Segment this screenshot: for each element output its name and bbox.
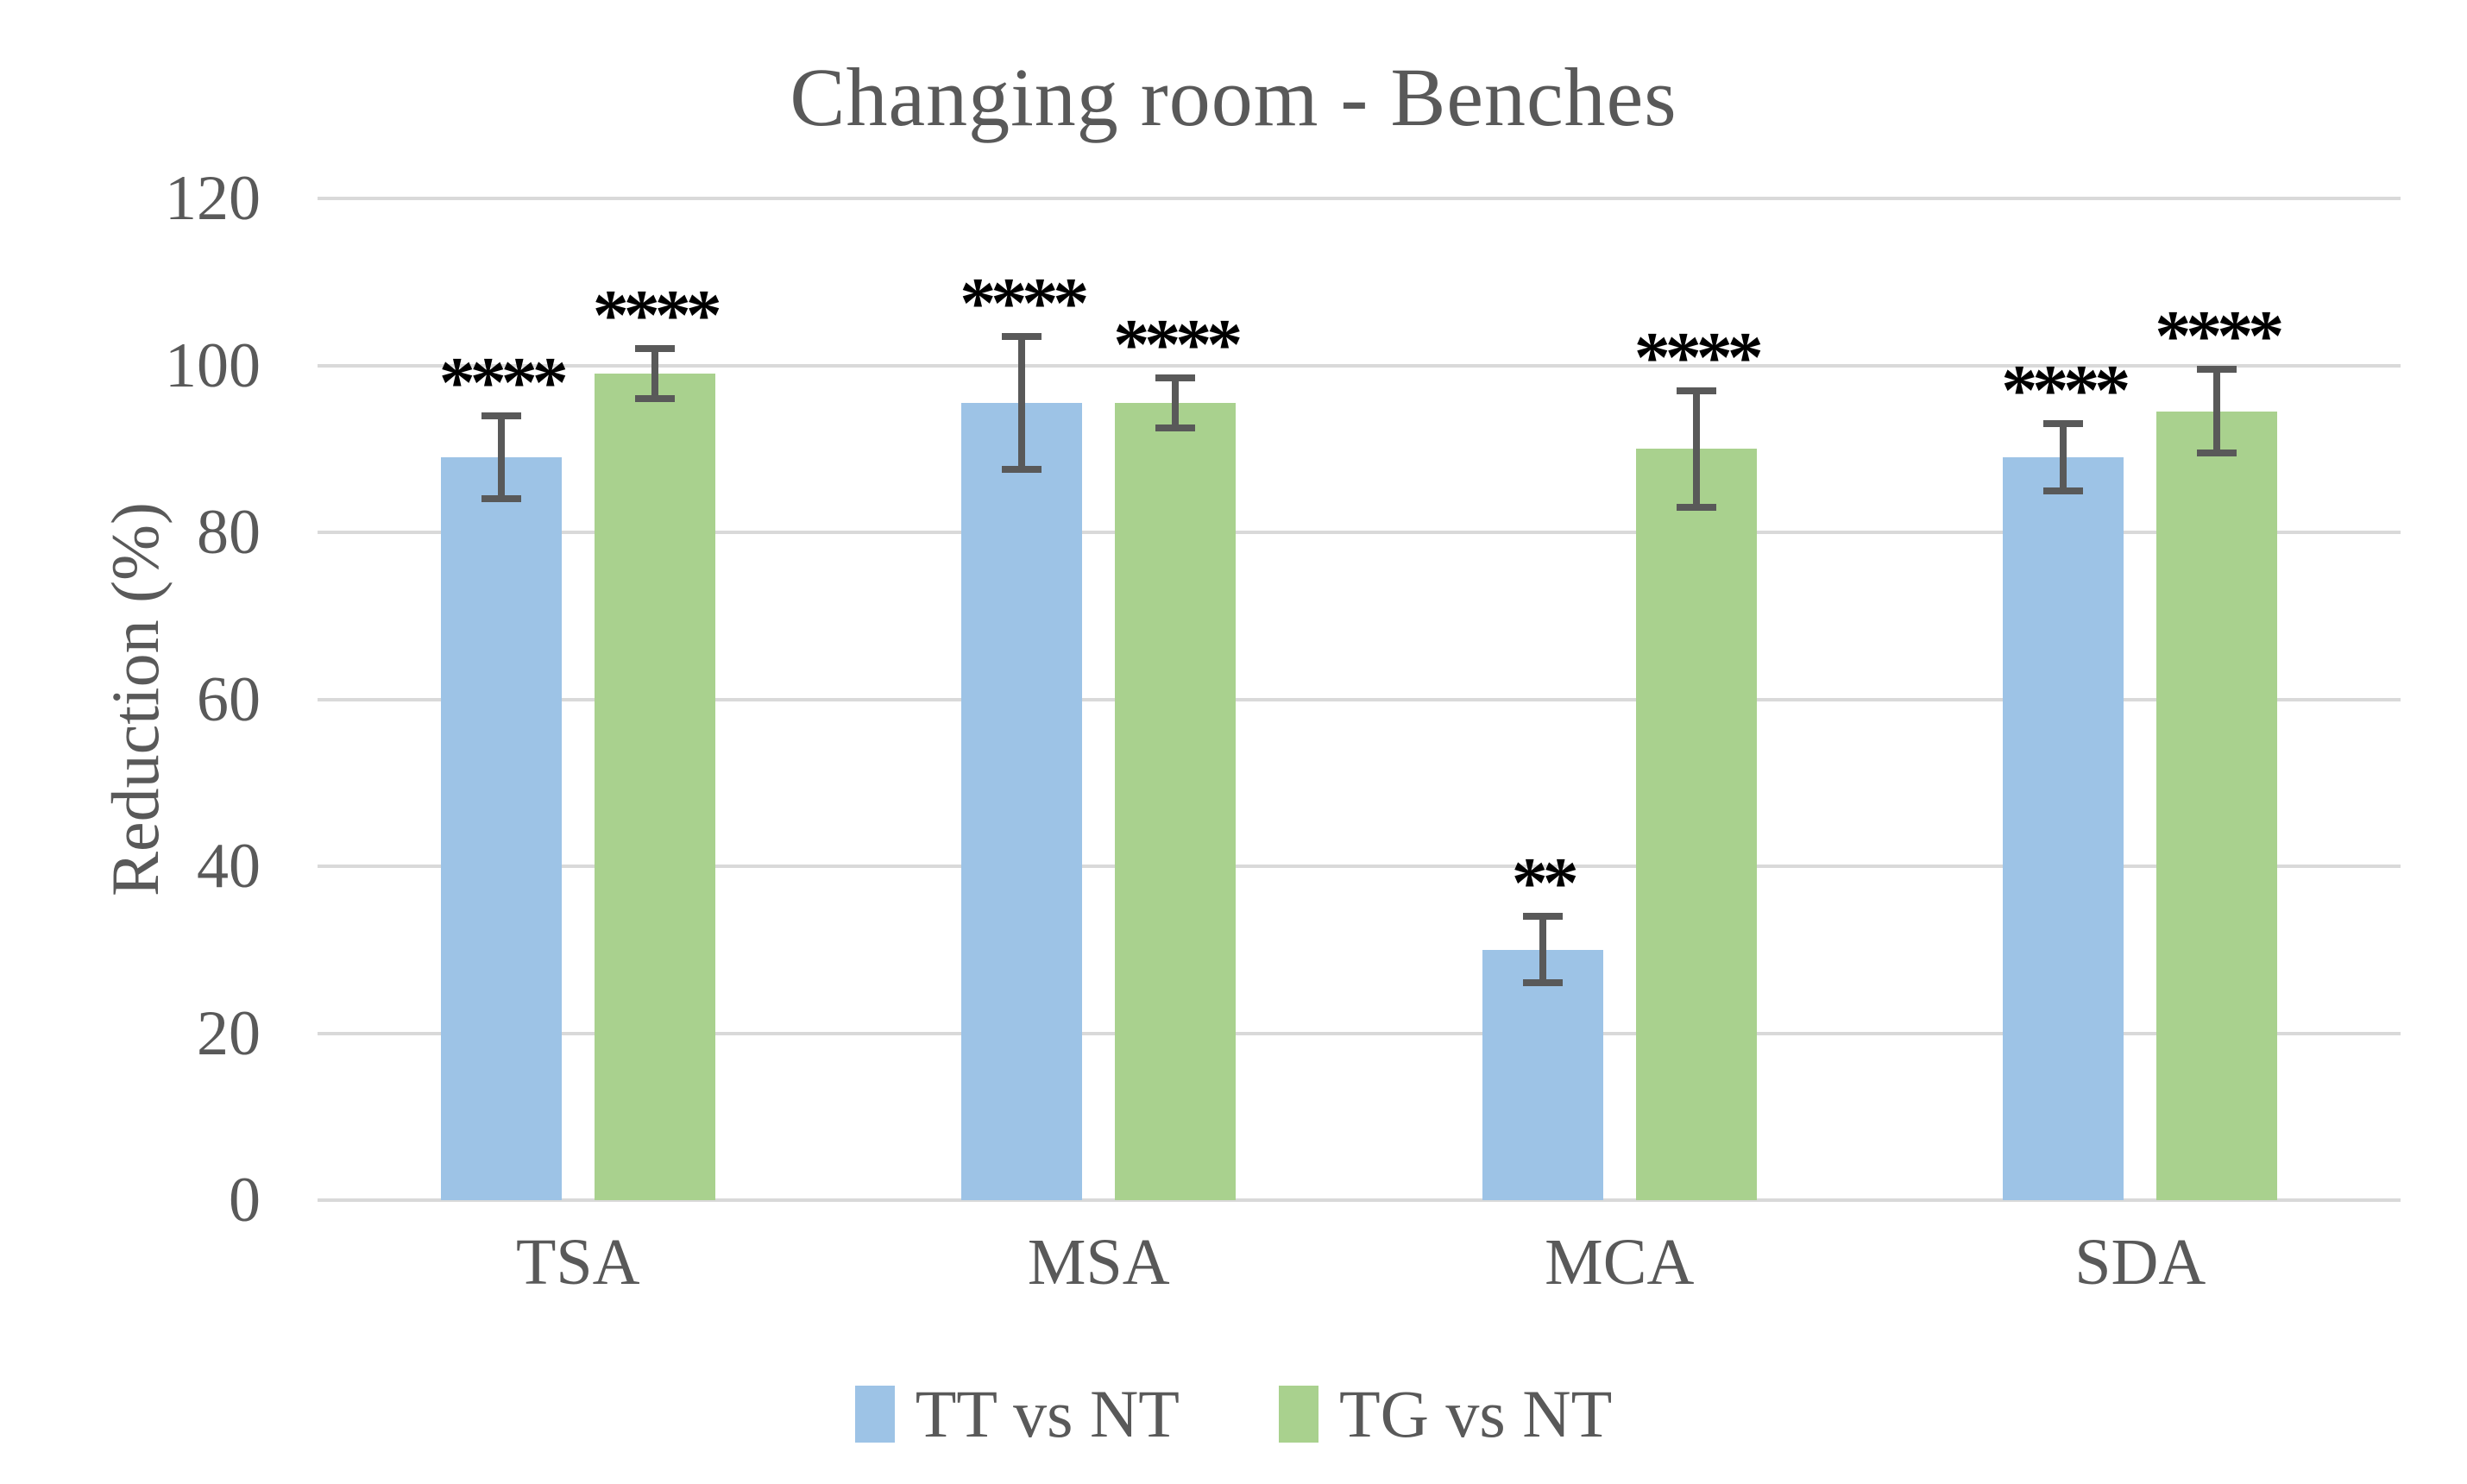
bar — [1115, 403, 1237, 1200]
bar-slot-tt-vs-nt-msa: **** — [960, 198, 1089, 1200]
error-bar-cap — [634, 395, 675, 403]
error-bar-cap — [1676, 387, 1716, 394]
bar — [1635, 449, 1757, 1200]
significance-stars: **** — [1113, 305, 1243, 385]
error-bar-stem — [651, 349, 658, 399]
error-bar-stem — [1018, 336, 1026, 470]
bar — [961, 403, 1083, 1200]
x-axis-category-labels: TSA MSA MCA SDA — [318, 1226, 2401, 1299]
bar-slot-tg-vs-nt-sda: **** — [2155, 198, 2284, 1200]
bar-slot-tt-vs-nt-sda: **** — [2001, 198, 2130, 1200]
gridline — [318, 197, 2401, 200]
bar-slot-tg-vs-nt-mca: **** — [1633, 198, 1764, 1200]
bar — [2156, 411, 2278, 1200]
error-bar-cap — [1522, 979, 1563, 987]
significance-stars: **** — [592, 275, 722, 356]
error-bar-stem — [1539, 916, 1546, 984]
y-tick-label: 80 — [197, 497, 261, 568]
error-bar-cap — [2197, 450, 2237, 457]
y-axis-tick-labels: 0 20 40 60 80 100 120 — [0, 167, 261, 1232]
bar-slot-tt-vs-nt-mca: ** — [1482, 198, 1603, 1200]
error-bar-cap — [1155, 424, 1196, 432]
y-tick-label: 40 — [197, 831, 261, 902]
error-bar-stem — [2060, 424, 2067, 491]
bar-group-tsa: **** **** — [318, 198, 839, 1200]
x-category-label-msa: MSA — [1027, 1226, 1170, 1298]
error-bar-cap — [1002, 332, 1042, 340]
error-bar-cap — [2043, 487, 2084, 494]
gridline — [318, 697, 2401, 701]
legend-item-tt-vs-nt: TT vs NT — [854, 1376, 1180, 1451]
bar-slot-tg-vs-nt-tsa: **** — [592, 198, 722, 1200]
error-bar-cap — [1522, 913, 1563, 921]
legend: TT vs NT TG vs NT — [0, 1380, 2467, 1448]
bar-group-msa: **** **** — [839, 198, 1360, 1200]
significance-stars: **** — [438, 342, 569, 423]
error-bar-cap — [634, 345, 675, 353]
gridline — [318, 1031, 2401, 1035]
significance-stars: **** — [2155, 296, 2284, 377]
bar — [1482, 949, 1603, 1200]
y-tick-label: 120 — [165, 163, 261, 234]
significance-stars: ** — [1511, 843, 1579, 924]
bar-group-sda: **** **** — [1880, 198, 2401, 1200]
significance-stars: **** — [960, 262, 1089, 343]
bar — [2003, 456, 2124, 1200]
significance-stars: **** — [1633, 317, 1764, 398]
plot-area: **** **** **** **** ** **** **** **** — [318, 197, 2401, 1202]
error-bar-cap — [481, 495, 521, 503]
error-bar-cap — [1155, 374, 1196, 381]
bar-group-mca: ** **** — [1359, 198, 1880, 1200]
x-category-label-tsa: TSA — [515, 1226, 640, 1298]
legend-label: TT vs NT — [915, 1376, 1180, 1451]
bar-slot-tg-vs-nt-msa: **** — [1113, 198, 1243, 1200]
y-tick-label: 20 — [197, 997, 261, 1069]
bar — [440, 456, 562, 1200]
x-axis-baseline — [318, 1198, 2401, 1202]
bar-slot-tt-vs-nt-tsa: **** — [438, 198, 569, 1200]
error-bar-cap — [1676, 503, 1716, 511]
y-tick-label: 60 — [197, 663, 261, 735]
y-tick-label: 100 — [165, 330, 261, 401]
gridline — [318, 531, 2401, 534]
legend-swatch — [854, 1386, 895, 1443]
bar — [594, 374, 715, 1200]
legend-swatch — [1278, 1386, 1318, 1443]
error-bar-cap — [2197, 366, 2237, 374]
x-category-label-mca: MCA — [1545, 1226, 1695, 1298]
error-bar-stem — [497, 415, 505, 500]
error-bar-cap — [2043, 420, 2084, 428]
legend-label: TG vs NT — [1338, 1376, 1613, 1451]
error-bar-cap — [481, 412, 521, 419]
bar-groups: **** **** **** **** ** **** **** **** — [318, 198, 2401, 1200]
significance-stars: **** — [2001, 350, 2130, 431]
x-category-label-sda: SDA — [2074, 1226, 2206, 1298]
legend-item-tg-vs-nt: TG vs NT — [1278, 1376, 1613, 1451]
y-tick-label: 0 — [229, 1165, 261, 1236]
error-bar-stem — [1692, 390, 1700, 507]
gridline — [318, 363, 2401, 368]
error-bar-stem — [2213, 369, 2221, 454]
error-bar-stem — [1172, 378, 1180, 429]
gridline — [318, 865, 2401, 868]
error-bar-cap — [1002, 466, 1042, 474]
chart-title: Changing room - Benches — [790, 51, 1677, 143]
